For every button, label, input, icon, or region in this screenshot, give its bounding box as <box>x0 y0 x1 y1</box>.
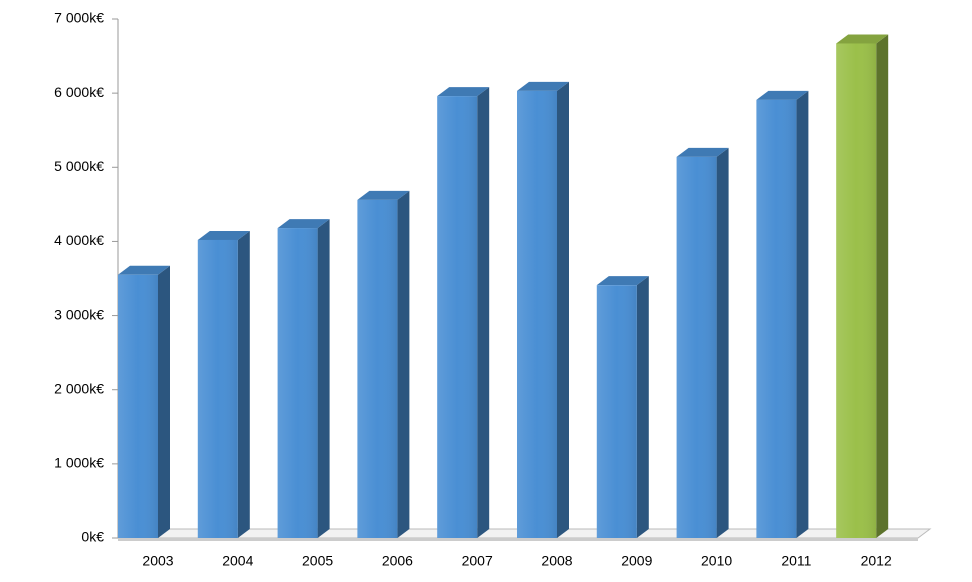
y-tick-label: 5 000k€ <box>54 158 104 174</box>
x-tick-label: 2009 <box>621 553 652 569</box>
bar-top <box>517 81 569 91</box>
x-tick-label: 2008 <box>541 553 572 569</box>
bar-side <box>158 265 170 538</box>
bar <box>437 87 490 538</box>
bar <box>836 34 889 539</box>
y-tick-label: 7 000k€ <box>54 10 104 26</box>
bar <box>756 90 809 539</box>
bar-side <box>397 190 410 538</box>
bar-top <box>836 34 889 44</box>
bar-side <box>796 90 809 539</box>
bar <box>517 81 569 538</box>
y-tick-label: 0k€ <box>81 529 104 545</box>
bar-top <box>277 219 330 229</box>
bar-shine <box>756 99 797 539</box>
bar-side <box>876 34 889 539</box>
bar <box>596 276 649 538</box>
y-tick-label: 2 000k€ <box>54 380 104 396</box>
bar-shine <box>437 96 478 538</box>
x-tick-label: 2007 <box>462 553 493 569</box>
x-tick-label: 2006 <box>382 553 413 569</box>
x-tick-label: 2010 <box>701 553 732 569</box>
x-tick-label: 2011 <box>781 553 811 569</box>
y-tick-label: 3 000k€ <box>54 306 104 322</box>
y-tick-label: 6 000k€ <box>54 84 104 100</box>
bar-side <box>477 87 490 538</box>
x-tick-label: 2005 <box>302 553 333 569</box>
bar-top <box>596 276 649 286</box>
x-tick-label: 2004 <box>222 553 253 569</box>
bar-shine <box>197 239 238 538</box>
bar <box>676 147 729 539</box>
bar-side <box>557 81 569 538</box>
bar-top <box>676 147 729 157</box>
bar-side <box>317 219 330 538</box>
x-tick-label: 2012 <box>861 553 892 569</box>
bar-shine <box>118 274 158 538</box>
y-tick-label: 4 000k€ <box>54 232 104 248</box>
bar-top <box>756 90 809 100</box>
bar-shine <box>596 285 637 538</box>
bar-side <box>636 276 649 538</box>
floor-edge <box>118 538 918 541</box>
bar-shine <box>517 90 557 538</box>
bar-side <box>716 147 729 539</box>
y-tick-label: 1 000k€ <box>54 455 104 471</box>
bar-shine <box>357 199 398 538</box>
bar <box>197 230 250 538</box>
bar <box>277 219 330 538</box>
bar-side <box>237 230 250 538</box>
bar-shine <box>836 43 877 539</box>
bar-shine <box>676 156 717 539</box>
bar <box>357 190 410 538</box>
bar <box>118 265 170 538</box>
bar-top <box>437 87 490 97</box>
bar-top <box>197 230 250 240</box>
bar-top <box>118 265 170 275</box>
bar-shine <box>277 228 318 538</box>
x-tick-label: 2003 <box>142 553 173 569</box>
bar-top <box>357 190 410 200</box>
